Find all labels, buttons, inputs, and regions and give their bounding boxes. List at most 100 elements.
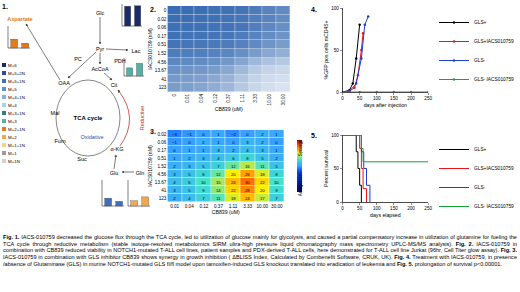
svg-text:3.: 3. [150, 128, 156, 135]
svg-text:0.01: 0.01 [185, 93, 190, 102]
svg-text:50: 50 [357, 206, 363, 211]
svg-text:100: 100 [331, 6, 339, 11]
svg-text:IACS010759 (nM): IACS010759 (nM) [147, 145, 153, 187]
svg-text:Lac: Lac [132, 48, 141, 54]
svg-text:GLS-: GLS- [474, 58, 486, 63]
svg-text:CB839 (uM): CB839 (uM) [215, 106, 243, 112]
svg-text:13.67: 13.67 [155, 68, 167, 73]
svg-text:3: 3 [261, 148, 264, 153]
svg-text:0: 0 [341, 96, 344, 101]
svg-text:20: 20 [231, 172, 236, 177]
svg-text:1.52: 1.52 [157, 164, 166, 169]
svg-text:−3: −3 [172, 132, 178, 137]
svg-text:0: 0 [275, 140, 278, 145]
svg-text:26: 26 [245, 172, 250, 177]
svg-text:3: 3 [202, 156, 205, 161]
svg-text:0: 0 [188, 140, 191, 145]
svg-text:8: 8 [275, 172, 278, 177]
svg-text:GLS+: GLS+ [474, 20, 487, 25]
svg-text:0.37: 0.37 [226, 93, 231, 102]
svg-text:28: 28 [245, 188, 250, 193]
svg-text:41: 41 [161, 77, 167, 82]
svg-text:M+3: M+3 [8, 119, 17, 124]
svg-text:0: 0 [202, 132, 205, 137]
svg-text:8: 8 [202, 172, 205, 177]
svg-text:2: 2 [202, 140, 205, 145]
svg-text:24: 24 [245, 196, 250, 201]
svg-text:1.: 1. [2, 3, 8, 10]
svg-text:0.04: 0.04 [199, 93, 204, 102]
svg-text:0.04: 0.04 [185, 204, 194, 209]
svg-text:0.06: 0.06 [157, 140, 166, 145]
svg-text:3: 3 [173, 172, 176, 177]
svg-text:41: 41 [161, 188, 167, 193]
svg-text:5: 5 [275, 164, 278, 169]
svg-text:0.02: 0.02 [157, 17, 166, 22]
svg-text:6: 6 [188, 180, 191, 185]
svg-text:M+5+2N: M+5+2N [8, 71, 25, 76]
svg-text:days after injection: days after injection [364, 102, 407, 108]
svg-text:1: 1 [173, 156, 176, 161]
svg-text:150: 150 [390, 206, 398, 211]
svg-text:100: 100 [331, 133, 339, 138]
svg-text:10.00: 10.00 [256, 204, 268, 209]
svg-text:4: 4 [188, 196, 191, 201]
svg-text:Percent survival: Percent survival [323, 150, 329, 187]
svg-text:PC: PC [74, 56, 82, 62]
svg-text:1: 1 [275, 132, 278, 137]
svg-text:100: 100 [373, 96, 381, 101]
svg-text:7: 7 [202, 196, 205, 201]
svg-text:2: 2 [261, 140, 264, 145]
svg-text:1.52: 1.52 [157, 51, 166, 56]
svg-text:22: 22 [260, 180, 265, 185]
svg-text:7: 7 [275, 196, 278, 201]
svg-text:0: 0 [172, 93, 177, 96]
svg-text:17: 17 [260, 196, 265, 201]
svg-text:50: 50 [334, 48, 340, 53]
svg-text:16: 16 [245, 164, 250, 169]
svg-text:0.02: 0.02 [157, 132, 166, 137]
svg-text:0.51: 0.51 [157, 156, 166, 161]
svg-text:13.67: 13.67 [155, 180, 167, 185]
svg-text:GLS- IACS010759: GLS- IACS010759 [474, 204, 514, 209]
svg-text:Cit: Cit [111, 82, 118, 88]
svg-text:250: 250 [424, 96, 432, 101]
svg-text:1: 1 [275, 148, 278, 153]
svg-text:2.: 2. [150, 6, 156, 13]
svg-text:5: 5 [188, 188, 191, 193]
svg-text:3.33: 3.33 [253, 93, 258, 102]
svg-text:0: 0 [336, 90, 339, 95]
svg-text:10.00: 10.00 [267, 93, 272, 105]
svg-text:Suc: Suc [77, 156, 87, 162]
svg-text:−1: −1 [187, 132, 193, 137]
svg-text:250: 250 [424, 206, 432, 211]
svg-text:0: 0 [164, 8, 167, 13]
svg-text:11: 11 [216, 196, 221, 201]
svg-text:%GFP pos cells mCD45+: %GFP pos cells mCD45+ [323, 21, 329, 80]
svg-text:50: 50 [357, 96, 363, 101]
svg-text:0.17: 0.17 [157, 34, 166, 39]
svg-text:0: 0 [173, 148, 176, 153]
svg-text:9: 9 [275, 188, 278, 193]
svg-text:OAA: OAA [58, 80, 70, 86]
svg-text:Aspartate: Aspartate [7, 16, 32, 22]
svg-text:M+6: M+6 [8, 63, 17, 68]
svg-text:GLS- IACS010759: GLS- IACS010759 [474, 77, 514, 82]
svg-text:200: 200 [407, 206, 415, 211]
svg-text:0.51: 0.51 [157, 42, 166, 47]
svg-text:1: 1 [188, 148, 191, 153]
svg-text:18: 18 [231, 196, 236, 201]
svg-text:2: 2 [173, 196, 176, 201]
svg-text:1.11: 1.11 [229, 204, 238, 209]
svg-text:12: 12 [231, 164, 236, 169]
svg-text:Synergy: Synergy [298, 139, 303, 156]
svg-text:4: 4 [173, 180, 176, 185]
svg-text:M+5: M+5 [8, 87, 17, 92]
svg-text:5: 5 [202, 164, 205, 169]
svg-text:24: 24 [231, 180, 236, 185]
svg-text:Glu: Glu [110, 170, 119, 176]
svg-text:3: 3 [188, 164, 191, 169]
svg-text:4.: 4. [311, 6, 317, 13]
svg-text:Oxidative: Oxidative [81, 134, 104, 140]
svg-text:4: 4 [246, 148, 249, 153]
